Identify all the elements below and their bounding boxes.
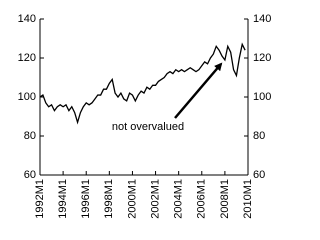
y2-tick-label: 120: [253, 52, 271, 64]
annotation: not overvalued: [112, 121, 184, 133]
y-tick-label: 80: [24, 130, 36, 142]
x-tick-label: 2004M1: [173, 179, 185, 219]
x-tick-label: 1998M1: [103, 179, 115, 219]
y2-tick-label: 140: [253, 13, 271, 25]
y2-tick-label: 80: [253, 130, 265, 142]
y-tick-label: 140: [18, 13, 36, 25]
series-line: [39, 42, 246, 125]
y-tick-label: 120: [18, 52, 36, 64]
x-tick-label: 2000M1: [126, 179, 138, 219]
page: {"chart_data": {"type": "line", "categor…: [17, 12, 272, 219]
x-tick-label: 2008M1: [219, 179, 231, 219]
x-tick-label: 2006M1: [196, 179, 208, 219]
y2-tick-label: 100: [253, 91, 271, 103]
annotation-arrow: [174, 62, 223, 119]
x-tick-label: 1994M1: [57, 179, 69, 219]
x-tick-label: 2002M1: [149, 179, 161, 219]
x-tick-label: 1996M1: [80, 179, 92, 219]
y-tick-label: 100: [18, 91, 36, 103]
x-tick-label: 1992M1: [34, 179, 46, 219]
y-tick-label: 60: [24, 169, 36, 181]
x-tick-label: 2010M1: [242, 179, 254, 219]
chart: not overvalued 60 80 100 120 140 60 80 100 120 14…: [18, 13, 272, 219]
y2-tick-label: 60: [253, 169, 265, 181]
